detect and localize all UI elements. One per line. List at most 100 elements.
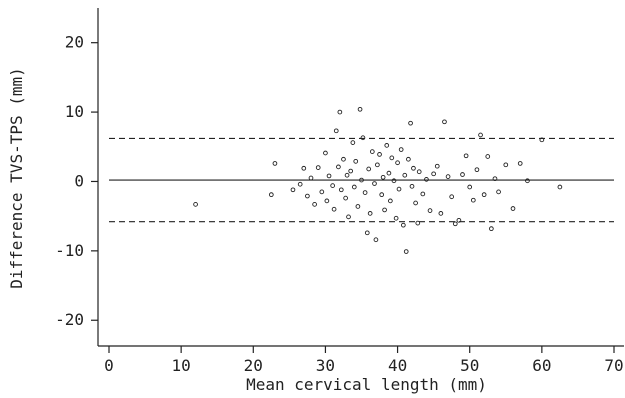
data-point xyxy=(382,207,387,213)
data-point xyxy=(350,140,356,145)
data-point xyxy=(406,156,411,162)
y-tick-label: -10 xyxy=(55,241,84,260)
data-point xyxy=(474,167,480,173)
data-point xyxy=(369,149,375,154)
data-point xyxy=(379,192,385,198)
data-point xyxy=(456,217,462,223)
x-tick-label: 70 xyxy=(604,356,623,375)
data-point xyxy=(408,120,413,126)
reference-lines xyxy=(109,137,614,223)
data-point xyxy=(384,143,390,148)
y-axis-title: Difference TVS-TPS (mm) xyxy=(7,67,26,289)
data-point xyxy=(388,198,393,204)
data-point xyxy=(496,189,501,195)
data-point xyxy=(427,208,433,213)
x-tick-label: 40 xyxy=(388,356,407,375)
data-point xyxy=(431,171,436,177)
data-point xyxy=(305,193,310,199)
data-point xyxy=(525,178,530,184)
data-point xyxy=(396,186,402,192)
x-tick-label: 50 xyxy=(460,356,479,375)
data-point xyxy=(445,174,451,179)
y-ticks: -20 -10 0 10 20 xyxy=(55,33,98,329)
data-point xyxy=(485,154,491,159)
data-point xyxy=(290,187,296,193)
data-point xyxy=(510,206,516,211)
data-point xyxy=(324,198,330,204)
data-point xyxy=(492,176,498,182)
data-point xyxy=(301,165,307,171)
x-tick-label: 60 xyxy=(532,356,551,375)
data-point xyxy=(380,174,386,180)
data-point xyxy=(268,192,274,198)
data-point xyxy=(557,184,563,190)
data-point xyxy=(326,173,332,179)
data-point xyxy=(333,128,339,134)
data-point xyxy=(478,132,483,138)
data-point xyxy=(411,165,416,171)
data-point xyxy=(272,161,278,166)
data-point xyxy=(315,165,321,170)
data-point xyxy=(297,181,303,187)
data-point xyxy=(463,153,469,159)
data-point xyxy=(367,211,373,216)
data-point xyxy=(391,178,397,184)
data-point xyxy=(386,170,392,176)
data-point xyxy=(364,230,370,236)
data-point xyxy=(312,202,317,207)
y-tick-label: 20 xyxy=(65,33,84,52)
data-point xyxy=(343,195,348,201)
data-point xyxy=(442,119,447,125)
data-points xyxy=(193,106,563,254)
y-tick-label: 10 xyxy=(65,102,84,121)
data-point xyxy=(366,166,372,172)
data-point xyxy=(337,109,343,115)
data-point xyxy=(372,181,377,186)
data-point xyxy=(319,189,325,195)
data-point xyxy=(489,226,494,232)
data-point xyxy=(331,206,337,212)
data-point xyxy=(449,194,455,200)
data-point xyxy=(375,162,380,168)
data-point xyxy=(402,172,408,178)
data-point xyxy=(344,172,350,178)
data-point xyxy=(434,163,440,169)
data-point xyxy=(438,211,444,216)
data-point xyxy=(351,184,357,190)
x-tick-label: 0 xyxy=(104,356,114,375)
data-point xyxy=(415,220,421,226)
data-point xyxy=(517,161,523,166)
data-point xyxy=(341,156,346,162)
data-point xyxy=(470,197,476,203)
data-point xyxy=(467,184,473,190)
data-point xyxy=(336,164,341,170)
data-point xyxy=(398,147,404,152)
data-point xyxy=(362,190,368,195)
data-point xyxy=(400,222,406,228)
data-point xyxy=(377,152,382,157)
data-point xyxy=(193,202,198,207)
x-tick-label: 10 xyxy=(172,356,191,375)
data-point xyxy=(353,158,359,164)
x-ticks: 0 10 20 30 40 50 60 70 xyxy=(104,346,624,375)
data-point xyxy=(323,150,328,156)
axes: 0 10 20 30 40 50 60 70 -20 -10 0 10 20 xyxy=(55,8,624,375)
data-point xyxy=(330,183,335,188)
data-point xyxy=(346,214,351,220)
data-point xyxy=(503,162,509,168)
data-point xyxy=(409,183,415,189)
data-point xyxy=(481,192,487,198)
data-point xyxy=(360,135,366,141)
y-tick-label: 0 xyxy=(74,171,84,190)
data-point xyxy=(413,200,418,206)
data-point xyxy=(359,177,364,183)
data-point xyxy=(539,137,545,143)
data-point xyxy=(308,175,314,181)
y-tick-label: -20 xyxy=(55,310,84,329)
data-point xyxy=(357,106,363,112)
data-point xyxy=(373,237,379,243)
data-point xyxy=(338,187,344,193)
data-point xyxy=(416,169,422,175)
data-point xyxy=(355,204,361,209)
data-point xyxy=(395,160,400,166)
